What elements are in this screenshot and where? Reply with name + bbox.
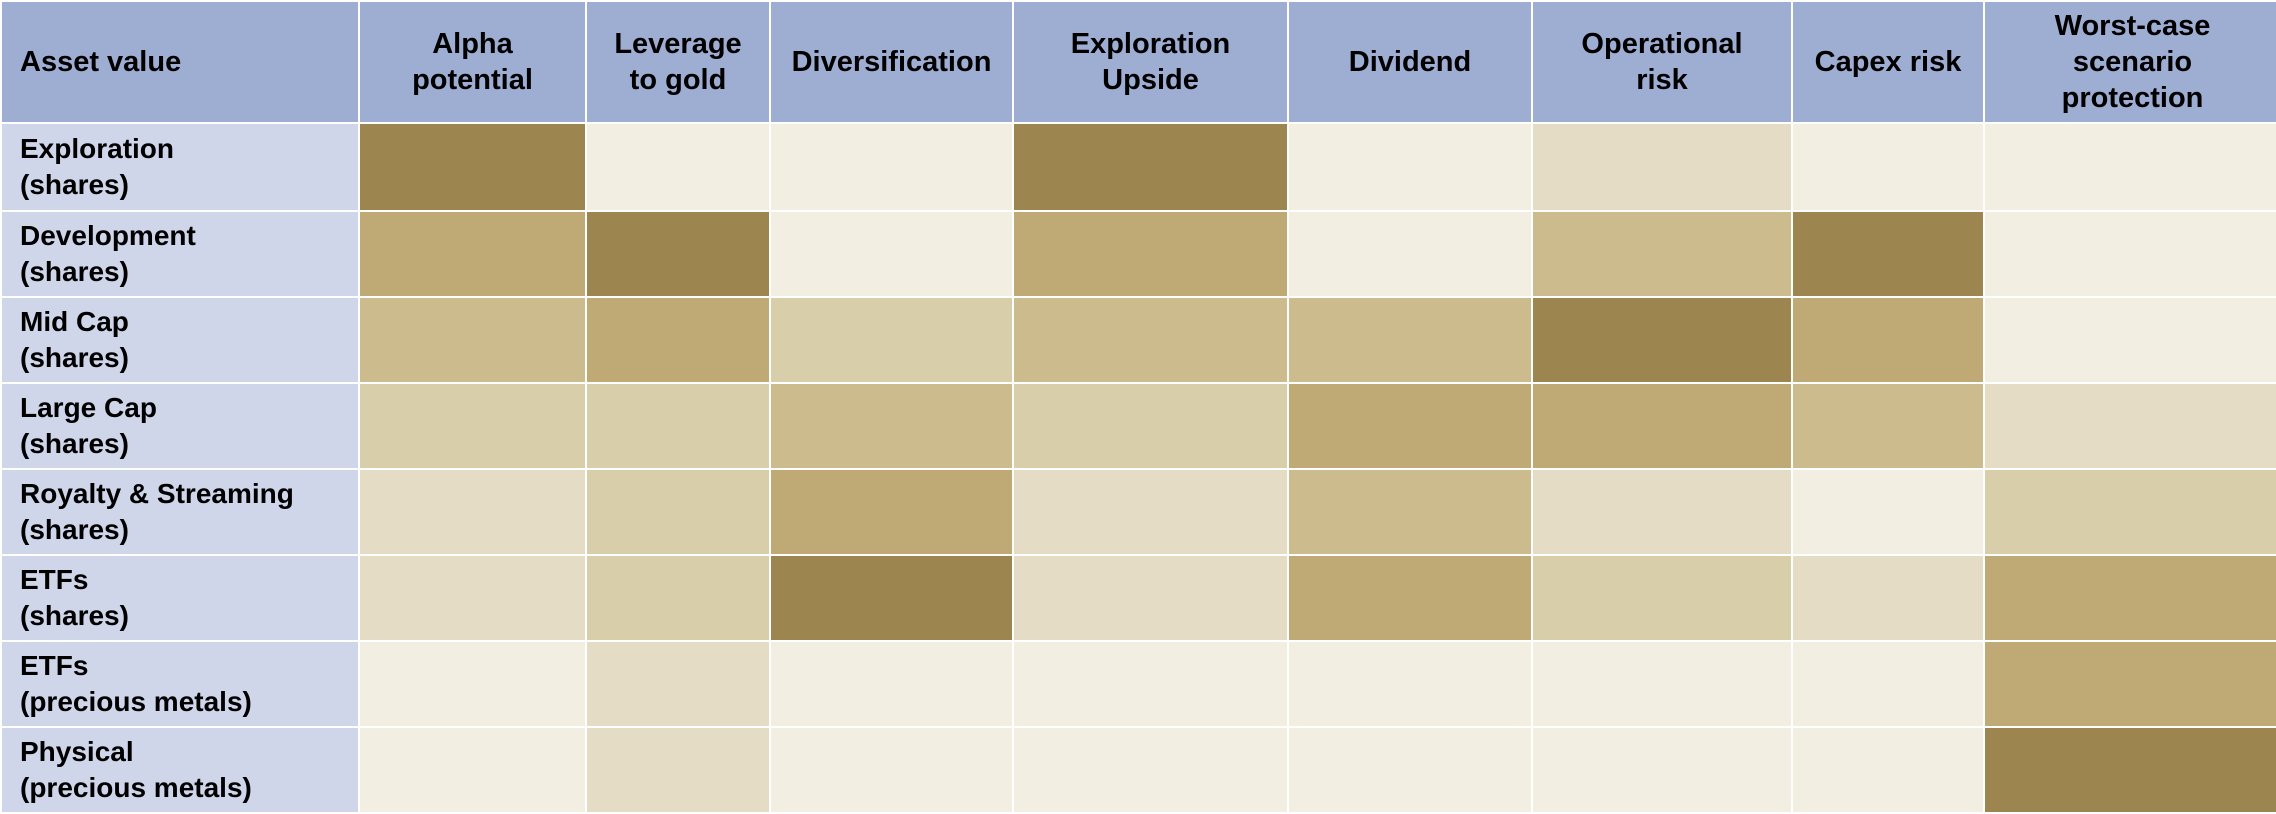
heat-cell	[587, 298, 769, 382]
heat-cell	[1289, 642, 1531, 726]
column-header: Operational risk	[1533, 2, 1791, 122]
column-header: Capex risk	[1793, 2, 1983, 122]
heat-cell	[1533, 384, 1791, 468]
heat-cell	[1014, 384, 1287, 468]
heat-cell	[1985, 384, 2276, 468]
heat-cell	[1014, 298, 1287, 382]
heat-cell	[771, 556, 1012, 640]
heat-cell	[587, 212, 769, 296]
table-row: Development (shares)	[2, 212, 2276, 296]
column-header: Diversification	[771, 2, 1012, 122]
heat-cell	[1533, 556, 1791, 640]
row-header: Royalty & Streaming (shares)	[2, 470, 358, 554]
row-header: Development (shares)	[2, 212, 358, 296]
heat-cell	[1014, 556, 1287, 640]
heat-cell	[360, 124, 585, 210]
row-header: Mid Cap (shares)	[2, 298, 358, 382]
heat-cell	[1985, 124, 2276, 210]
heat-cell	[1985, 298, 2276, 382]
heat-cell	[360, 556, 585, 640]
heat-cell	[360, 642, 585, 726]
heat-cell	[360, 384, 585, 468]
heat-cell	[1793, 298, 1983, 382]
heat-cell	[360, 470, 585, 554]
row-header: Physical (precious metals)	[2, 728, 358, 812]
heat-cell	[587, 384, 769, 468]
table-row: ETFs (shares)	[2, 556, 2276, 640]
heat-cell	[1793, 124, 1983, 210]
heat-cell	[771, 212, 1012, 296]
heat-cell	[1793, 384, 1983, 468]
heat-cell	[1533, 470, 1791, 554]
column-header: Worst-case scenario protection	[1985, 2, 2276, 122]
heat-cell	[771, 298, 1012, 382]
heat-cell	[771, 728, 1012, 812]
heat-cell	[1289, 470, 1531, 554]
row-header: ETFs (shares)	[2, 556, 358, 640]
heat-cell	[1289, 212, 1531, 296]
table-row: Mid Cap (shares)	[2, 298, 2276, 382]
heat-cell	[360, 298, 585, 382]
heat-cell	[1289, 556, 1531, 640]
corner-header: Asset value	[2, 2, 358, 122]
table-row: Royalty & Streaming (shares)	[2, 470, 2276, 554]
column-header: Alpha potential	[360, 2, 585, 122]
heat-cell	[587, 124, 769, 210]
heat-cell	[587, 728, 769, 812]
heat-cell	[1985, 642, 2276, 726]
heat-cell	[1533, 212, 1791, 296]
heat-cell	[1533, 124, 1791, 210]
heat-cell	[1985, 728, 2276, 812]
row-header: Exploration (shares)	[2, 124, 358, 210]
column-header: Exploration Upside	[1014, 2, 1287, 122]
heat-cell	[1793, 728, 1983, 812]
heat-cell	[771, 124, 1012, 210]
heat-cell	[1014, 642, 1287, 726]
heat-cell	[1533, 298, 1791, 382]
heat-cell	[1289, 124, 1531, 210]
heat-cell	[1014, 124, 1287, 210]
column-header: Leverage to gold	[587, 2, 769, 122]
heat-cell	[1533, 728, 1791, 812]
heat-cell	[771, 642, 1012, 726]
heat-cell	[1014, 212, 1287, 296]
heat-cell	[1289, 384, 1531, 468]
row-header: ETFs (precious metals)	[2, 642, 358, 726]
heat-cell	[1793, 556, 1983, 640]
heat-cell	[771, 470, 1012, 554]
table-row: ETFs (precious metals)	[2, 642, 2276, 726]
heat-cell	[1793, 212, 1983, 296]
heat-cell	[360, 728, 585, 812]
heat-cell	[1014, 470, 1287, 554]
heat-cell	[587, 556, 769, 640]
table-row: Exploration (shares)	[2, 124, 2276, 210]
heat-cell	[1793, 642, 1983, 726]
heatmap-body: Exploration (shares) Development (shares)…	[2, 124, 2276, 812]
heat-cell	[1014, 728, 1287, 812]
heat-cell	[587, 642, 769, 726]
heat-cell	[1985, 556, 2276, 640]
column-header: Dividend	[1289, 2, 1531, 122]
heat-cell	[360, 212, 585, 296]
heat-cell	[1985, 212, 2276, 296]
heat-cell	[1533, 642, 1791, 726]
heat-cell	[771, 384, 1012, 468]
heat-cell	[1289, 728, 1531, 812]
table-row: Large Cap (shares)	[2, 384, 2276, 468]
table-row: Physical (precious metals)	[2, 728, 2276, 812]
row-header: Large Cap (shares)	[2, 384, 358, 468]
heat-cell	[1289, 298, 1531, 382]
heat-cell	[1985, 470, 2276, 554]
column-header-row: Asset value Alpha potential Leverage to g…	[2, 2, 2276, 122]
heat-cell	[1793, 470, 1983, 554]
heat-cell	[587, 470, 769, 554]
